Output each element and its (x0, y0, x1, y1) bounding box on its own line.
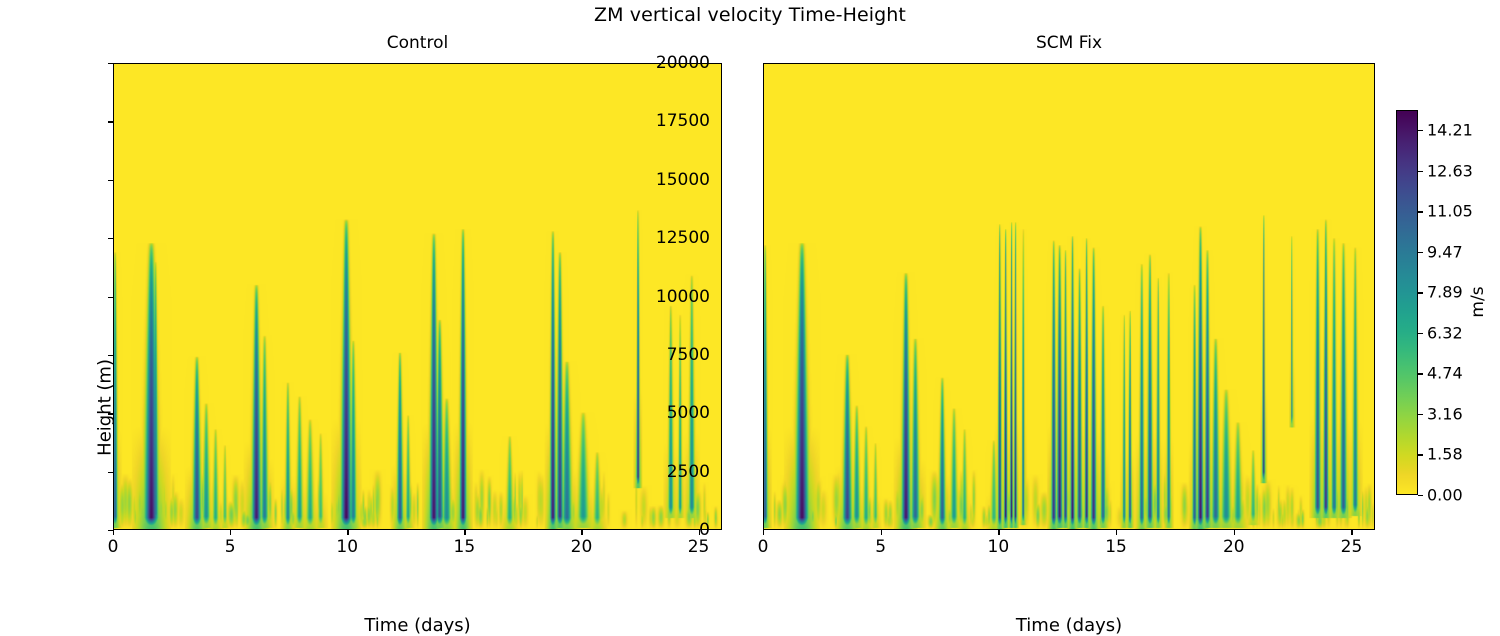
colorbar-tick (1418, 211, 1423, 213)
colorbar-tick-label: 4.74 (1427, 363, 1463, 383)
x-tick (1116, 530, 1118, 535)
panel-control-title: Control (386, 33, 449, 53)
panel-control-heatmap (114, 64, 721, 529)
x-tick (998, 530, 1000, 535)
y-tick (108, 179, 113, 182)
figure-canvas: ZM vertical velocity Time-Height Control… (95, 4, 1489, 636)
colorbar-tick (1418, 170, 1423, 173)
y-tick (108, 63, 113, 65)
colorbar-tick (1418, 130, 1423, 132)
x-tick-label: 0 (757, 537, 769, 557)
colorbar-tick (1418, 454, 1423, 456)
colorbar-tick-label: 3.16 (1427, 404, 1463, 424)
y-tick-label: 5000 (666, 403, 710, 424)
x-tick (1233, 530, 1236, 535)
colorbar-tick-label: 11.05 (1427, 201, 1473, 221)
colorbar-tick-label: 1.58 (1427, 444, 1463, 464)
y-tick-label: 0 (699, 520, 710, 540)
y-tick (108, 530, 113, 532)
y-tick (108, 354, 113, 357)
y-tick-label: 2500 (666, 461, 710, 482)
x-tick (581, 530, 583, 535)
y-tick-label: 20000 (655, 53, 710, 73)
colorbar-tick-label: 0.00 (1427, 485, 1463, 505)
x-tick-label: 25 (687, 537, 710, 557)
x-tick (763, 530, 765, 535)
x-tick-label: 5 (224, 537, 236, 557)
y-tick (108, 413, 113, 415)
y-tick (108, 121, 113, 123)
x-tick-label: 20 (1222, 537, 1245, 557)
panel-control-ylabel: Height (m) (94, 359, 116, 456)
x-tick-label: 0 (107, 537, 119, 557)
panel-scmfix-xlabel: Time (days) (1015, 615, 1123, 636)
y-tick-label: 7500 (666, 344, 710, 365)
colorbar: 0.00 1.58 3.16 4.74 6.32 7.89 9.47 11.05 12.63 14… (1396, 110, 1473, 505)
colorbar-label: m/s (1468, 286, 1488, 318)
colorbar-tick (1418, 495, 1423, 497)
panel-control-xlabel: Time (days) (364, 615, 471, 636)
colorbar-tick-label: 7.89 (1427, 282, 1463, 302)
colorbar-tick (1418, 292, 1423, 294)
figure-suptitle: ZM vertical velocity Time-Height (594, 4, 906, 26)
x-tick-label: 15 (1105, 537, 1127, 557)
colorbar-gradient (1396, 110, 1418, 495)
colorbar-tick (1418, 251, 1423, 254)
x-tick (230, 530, 232, 535)
y-tick-label: 10000 (655, 286, 710, 307)
colorbar-tick-label: 12.63 (1427, 161, 1473, 181)
y-tick (108, 238, 113, 240)
colorbar-tick-label: 9.47 (1427, 242, 1463, 262)
colorbar-tick-label: 6.32 (1427, 323, 1463, 343)
colorbar-tick (1418, 332, 1423, 334)
colorbar-tick (1418, 373, 1423, 375)
y-tick-label: 15000 (655, 169, 710, 190)
panel-scmfix: SCM Fix Time (days) 0 5 10 15 20 25 (758, 33, 1375, 636)
y-tick-label: 17500 (655, 111, 710, 132)
x-tick (347, 530, 349, 535)
x-tick-label: 20 (570, 537, 593, 557)
y-tick-label: 12500 (655, 228, 710, 249)
x-tick (880, 530, 882, 535)
panel-control-axes (113, 63, 722, 530)
x-tick (113, 530, 115, 535)
y-tick (108, 296, 113, 298)
x-tick-label: 10 (336, 537, 359, 557)
colorbar-tick (1418, 413, 1423, 416)
colorbar-tick-label: 14.21 (1427, 120, 1473, 140)
x-tick (464, 530, 466, 535)
x-tick-label: 25 (1340, 537, 1363, 557)
x-tick-label: 15 (453, 537, 476, 557)
x-tick-label: 10 (987, 537, 1010, 557)
panel-scmfix-axes (763, 63, 1375, 530)
y-tick (108, 471, 113, 473)
panel-control: Control Time (days) Height (m) 0 5 10 15 20 2… (95, 33, 722, 636)
x-tick (1351, 530, 1353, 535)
panel-scmfix-heatmap (764, 64, 1374, 529)
x-tick-label: 5 (875, 537, 887, 557)
panel-scmfix-title: SCM Fix (1035, 33, 1103, 53)
x-tick (698, 530, 700, 535)
